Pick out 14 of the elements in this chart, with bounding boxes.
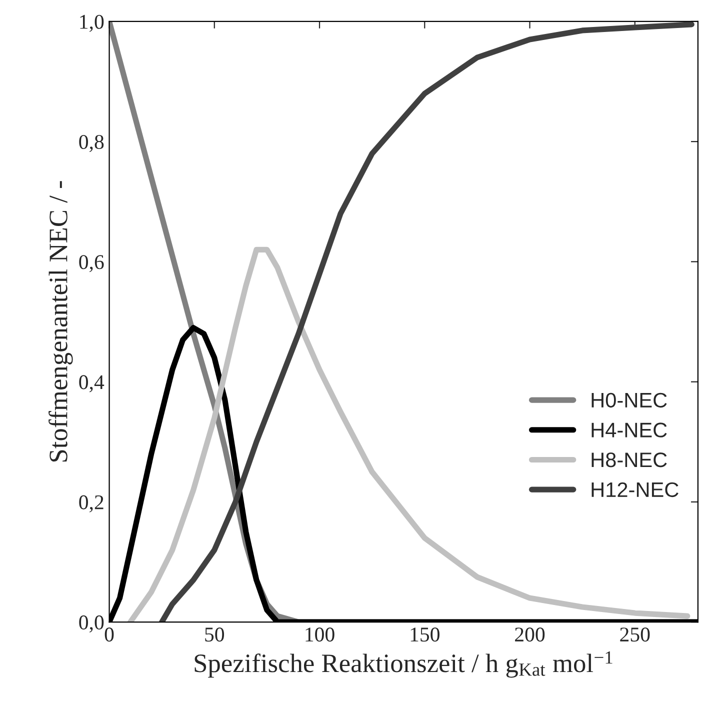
- x-tick-label: 0: [104, 628, 114, 642]
- x-tick-label: 250: [620, 628, 650, 642]
- x-axis-title: Spezifische Reaktionszeit / h g$_{Kat}$ mol$^{−1}$: [194, 651, 612, 678]
- x-tick-label: 200: [515, 628, 545, 642]
- y-tick-label: 0,2: [79, 495, 104, 512]
- x-tick-label: 100: [306, 628, 334, 642]
- y-tick-label: 1,0: [80, 14, 104, 32]
- y-axis-title: Stoffmengenanteil NEC / -: [48, 181, 73, 462]
- x-tick-label: 50: [205, 628, 224, 642]
- y-tick-label: 0,8: [79, 134, 104, 152]
- y-tick-label: 0,0: [79, 615, 104, 632]
- x-tick-label: 150: [410, 628, 440, 642]
- y-tick-label: 0,6: [79, 255, 104, 272]
- y-tick-label: 0,4: [79, 375, 104, 392]
